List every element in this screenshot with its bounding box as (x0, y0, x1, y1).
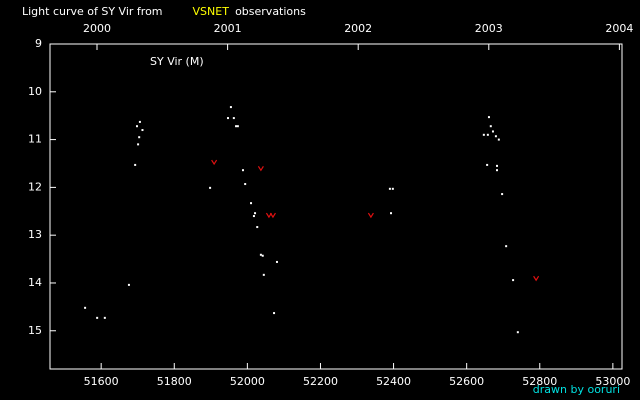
observation-point (501, 193, 504, 196)
observation-point (496, 164, 499, 167)
upper-limit-mark (257, 165, 264, 172)
observation-point (390, 212, 393, 215)
upper-limit-mark (211, 159, 218, 166)
observation-point (254, 212, 257, 215)
title-highlight: VSNET (193, 5, 230, 18)
observation-point (486, 163, 489, 166)
x2-tick-label: 2004 (605, 22, 633, 35)
observation-point (244, 183, 247, 186)
title-main: Light curve of SY Vir from (22, 5, 163, 18)
observation-point (512, 279, 515, 282)
observation-point (497, 138, 500, 141)
observation-point (250, 202, 253, 205)
x-tick-label: 52000 (230, 375, 265, 388)
title-suffix: observations (235, 5, 306, 18)
observation-point (138, 120, 141, 123)
observation-point (256, 226, 259, 229)
y-tick-label: 9 (35, 37, 42, 50)
x2-tick-label: 2001 (214, 22, 242, 35)
observation-point (229, 106, 232, 109)
plot-frame (49, 43, 623, 370)
observation-point (486, 133, 489, 136)
observation-point (138, 136, 141, 139)
observation-point (273, 312, 276, 315)
upper-limit-mark (533, 275, 540, 282)
observation-point (209, 186, 212, 189)
observation-point (226, 117, 229, 120)
observation-point (482, 133, 485, 136)
observation-point (261, 254, 264, 257)
observation-point (127, 283, 130, 286)
x2-tick-label: 2003 (475, 22, 503, 35)
observation-point (275, 260, 278, 263)
observation-point (236, 125, 239, 128)
observation-point (135, 125, 138, 128)
upper-limit-mark (269, 212, 276, 219)
observation-point (262, 273, 265, 276)
x2-tick-label: 2000 (83, 22, 111, 35)
x-tick-label: 53000 (595, 375, 630, 388)
observation-point (487, 116, 490, 119)
observation-point (489, 125, 492, 128)
observation-point (516, 331, 519, 334)
credit: drawn by ooruri (533, 383, 620, 396)
x-tick-label: 52200 (303, 375, 338, 388)
y-tick-label: 15 (28, 324, 42, 337)
y-tick-label: 11 (28, 133, 42, 146)
observation-point (505, 245, 508, 248)
x-tick-label: 52800 (522, 375, 557, 388)
observation-point (494, 135, 497, 138)
observation-point (241, 169, 244, 172)
observation-point (491, 130, 494, 133)
x-tick-label: 52600 (449, 375, 484, 388)
observation-point (388, 187, 391, 190)
x-tick-label: 51800 (157, 375, 192, 388)
observation-point (134, 163, 137, 166)
observation-point (141, 129, 144, 132)
observation-point (232, 117, 235, 120)
observation-point (103, 316, 106, 319)
observation-point (391, 187, 394, 190)
observation-point (137, 143, 140, 146)
chart-title: Light curve of SY Vir from VSNET observati… (22, 5, 306, 18)
x-tick-label: 52400 (376, 375, 411, 388)
observation-point (96, 316, 99, 319)
y-tick-label: 13 (28, 228, 42, 241)
observation-point (84, 306, 87, 309)
observation-point (252, 215, 255, 218)
series-label: SY Vir (M) (150, 55, 204, 68)
observation-point (496, 169, 499, 172)
y-tick-label: 12 (28, 180, 42, 193)
y-tick-label: 14 (28, 276, 42, 289)
observation-point (235, 125, 238, 128)
x2-tick-label: 2002 (344, 22, 372, 35)
x-tick-label: 51600 (84, 375, 119, 388)
upper-limit-mark (367, 212, 374, 219)
y-tick-label: 10 (28, 85, 42, 98)
observation-point (259, 253, 262, 256)
